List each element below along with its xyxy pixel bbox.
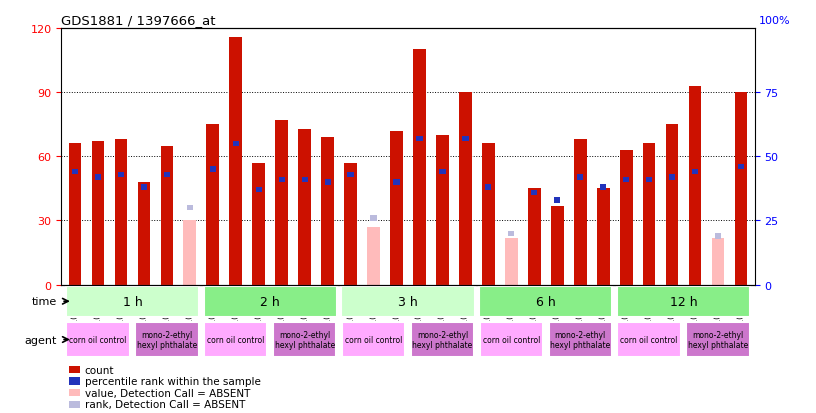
Bar bbox=[692, 170, 698, 175]
Bar bbox=[551, 206, 564, 285]
Bar bbox=[322, 138, 334, 285]
Bar bbox=[393, 180, 400, 185]
Text: mono-2-ethyl
hexyl phthalate: mono-2-ethyl hexyl phthalate bbox=[550, 330, 610, 349]
Bar bbox=[712, 238, 725, 285]
Text: mono-2-ethyl
hexyl phthalate: mono-2-ethyl hexyl phthalate bbox=[274, 330, 335, 349]
Bar bbox=[141, 185, 147, 190]
Text: mono-2-ethyl
hexyl phthalate: mono-2-ethyl hexyl phthalate bbox=[688, 330, 748, 349]
Bar bbox=[618, 323, 681, 357]
Bar bbox=[255, 188, 262, 193]
Bar bbox=[459, 93, 472, 285]
Bar bbox=[548, 323, 612, 357]
Text: mono-2-ethyl
hexyl phthalate: mono-2-ethyl hexyl phthalate bbox=[412, 330, 472, 349]
Bar bbox=[206, 125, 220, 285]
Bar bbox=[508, 231, 514, 236]
Text: corn oil control: corn oil control bbox=[207, 335, 264, 344]
Text: agent: agent bbox=[24, 335, 57, 345]
Bar bbox=[278, 177, 285, 183]
Bar bbox=[577, 175, 583, 180]
Bar bbox=[91, 142, 104, 285]
Bar bbox=[233, 142, 239, 147]
Bar bbox=[164, 172, 170, 178]
Text: count: count bbox=[85, 365, 114, 375]
Bar bbox=[554, 198, 561, 203]
Bar bbox=[72, 170, 78, 175]
Text: 2 h: 2 h bbox=[260, 295, 280, 308]
Bar bbox=[367, 227, 380, 285]
Bar bbox=[463, 136, 468, 142]
Bar bbox=[531, 190, 538, 195]
Bar bbox=[480, 323, 543, 357]
Bar bbox=[187, 206, 193, 211]
Text: rank, Detection Call = ABSENT: rank, Detection Call = ABSENT bbox=[85, 399, 246, 409]
Bar bbox=[689, 86, 702, 285]
Bar bbox=[646, 177, 652, 183]
Text: percentile rank within the sample: percentile rank within the sample bbox=[85, 376, 261, 386]
Text: corn oil control: corn oil control bbox=[345, 335, 402, 344]
Bar bbox=[486, 185, 491, 190]
Bar bbox=[666, 125, 678, 285]
Bar bbox=[348, 172, 353, 178]
Text: corn oil control: corn oil control bbox=[620, 335, 678, 344]
Bar bbox=[204, 323, 268, 357]
Bar bbox=[66, 323, 130, 357]
Bar bbox=[574, 140, 587, 285]
Bar bbox=[439, 170, 446, 175]
Bar bbox=[596, 189, 610, 285]
Text: corn oil control: corn oil control bbox=[482, 335, 540, 344]
Bar bbox=[686, 323, 750, 357]
Bar bbox=[252, 163, 265, 285]
Text: 100%: 100% bbox=[759, 16, 791, 26]
Bar bbox=[413, 50, 426, 285]
Text: time: time bbox=[32, 297, 57, 306]
Bar bbox=[341, 286, 475, 317]
Bar bbox=[479, 286, 612, 317]
Bar bbox=[275, 121, 288, 285]
Bar bbox=[95, 175, 101, 180]
Bar bbox=[643, 144, 655, 285]
Bar bbox=[505, 238, 517, 285]
Bar bbox=[620, 150, 632, 285]
Bar bbox=[138, 183, 150, 285]
Bar bbox=[370, 216, 377, 221]
Bar bbox=[229, 38, 242, 285]
Bar bbox=[114, 140, 127, 285]
Bar bbox=[342, 323, 406, 357]
Bar bbox=[600, 185, 606, 190]
Bar bbox=[416, 136, 423, 142]
Text: 12 h: 12 h bbox=[670, 295, 698, 308]
Bar bbox=[617, 286, 750, 317]
Bar bbox=[734, 93, 747, 285]
Bar bbox=[302, 177, 308, 183]
Text: 1 h: 1 h bbox=[122, 295, 142, 308]
Bar bbox=[161, 146, 173, 285]
Bar bbox=[436, 135, 449, 285]
Bar bbox=[669, 175, 675, 180]
Bar bbox=[118, 172, 124, 178]
Bar bbox=[69, 144, 82, 285]
Bar bbox=[325, 180, 330, 185]
Bar bbox=[344, 163, 357, 285]
Bar bbox=[410, 323, 474, 357]
Bar bbox=[715, 234, 721, 239]
Bar bbox=[623, 177, 629, 183]
Bar bbox=[66, 286, 199, 317]
Bar bbox=[210, 167, 216, 172]
Text: corn oil control: corn oil control bbox=[69, 335, 126, 344]
Bar bbox=[738, 164, 744, 170]
Text: 6 h: 6 h bbox=[536, 295, 556, 308]
Text: GDS1881 / 1397666_at: GDS1881 / 1397666_at bbox=[61, 14, 215, 27]
Bar bbox=[273, 323, 336, 357]
Text: mono-2-ethyl
hexyl phthalate: mono-2-ethyl hexyl phthalate bbox=[137, 330, 197, 349]
Bar bbox=[204, 286, 337, 317]
Text: 3 h: 3 h bbox=[398, 295, 418, 308]
Bar bbox=[135, 323, 198, 357]
Bar bbox=[390, 131, 403, 285]
Text: value, Detection Call = ABSENT: value, Detection Call = ABSENT bbox=[85, 388, 251, 398]
Bar bbox=[528, 189, 541, 285]
Bar bbox=[184, 221, 196, 285]
Bar bbox=[299, 129, 311, 285]
Bar bbox=[482, 144, 494, 285]
